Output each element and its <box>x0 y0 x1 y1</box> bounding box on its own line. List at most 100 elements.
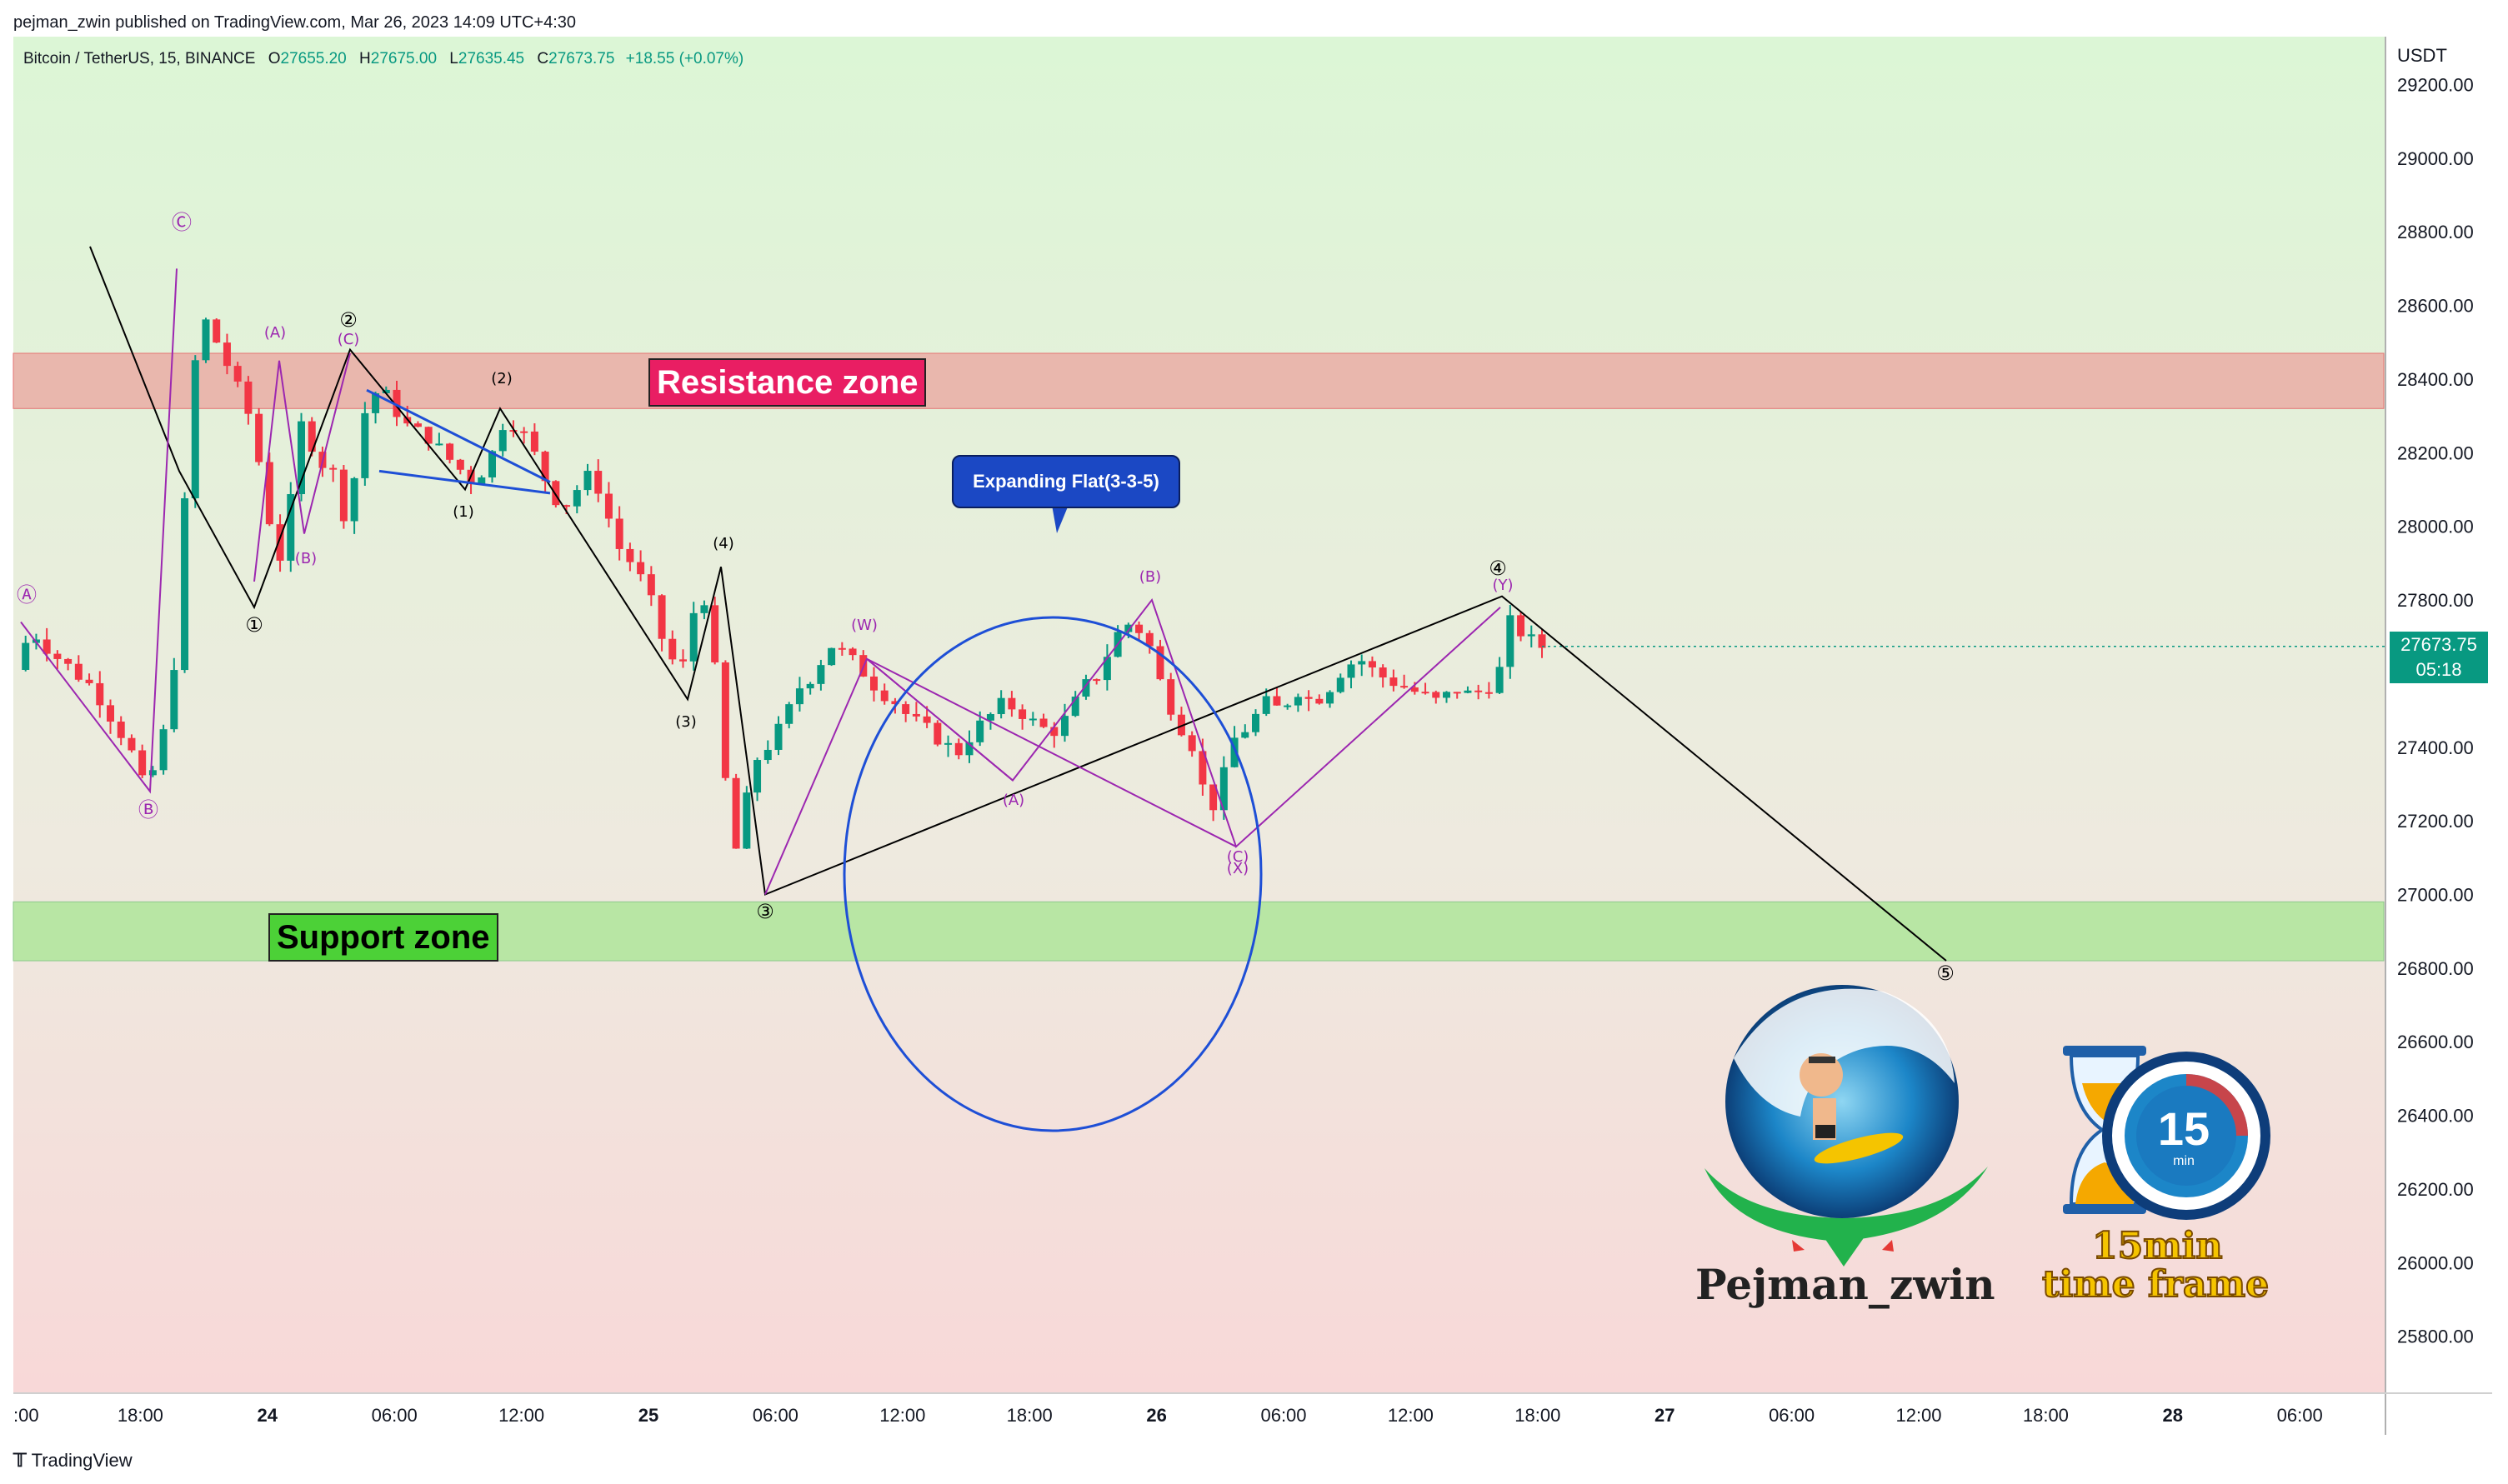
x-tick-label: 06:00 <box>2277 1405 2323 1426</box>
wave-label: (A) <box>264 324 286 342</box>
wave-label: (4) <box>713 535 734 552</box>
hourglass-clock-icon <box>2063 1046 2270 1220</box>
candle-body <box>339 469 348 522</box>
resistance-zone-label: Resistance zone <box>648 358 927 407</box>
y-tick-label: 28000.00 <box>2397 517 2474 537</box>
tradingview-logo-icon: 𝕋 <box>13 1450 27 1471</box>
candle-body <box>202 319 210 361</box>
candle-body <box>552 481 560 506</box>
symbol-name[interactable]: Bitcoin / TetherUS, 15, BINANCE <box>23 50 256 67</box>
y-tick-label: 27800.00 <box>2397 590 2474 611</box>
candle-body <box>276 524 284 561</box>
support-zone-label: Support zone <box>268 913 498 962</box>
wave-label: (C) <box>338 331 360 348</box>
candle-body <box>1262 696 1270 714</box>
candle-body <box>1029 718 1037 721</box>
low-label: L <box>449 50 458 67</box>
wave-label: ② <box>339 308 358 332</box>
candle-body <box>1167 679 1175 715</box>
price-axis-currency[interactable]: USDT <box>2397 45 2447 66</box>
y-tick-label: 25800.00 <box>2397 1327 2474 1347</box>
wave-label: (1) <box>453 503 474 521</box>
wave-label: (A) <box>1003 792 1024 809</box>
publisher-header: pejman_zwin published on TradingView.com… <box>13 13 577 32</box>
y-tick-label: 28600.00 <box>2397 296 2474 317</box>
candle-body <box>923 716 931 723</box>
expanding-flat-circle <box>843 616 1263 1132</box>
candle-body <box>1252 713 1259 732</box>
candle-body <box>22 642 30 670</box>
candle-body <box>1336 677 1344 692</box>
callout-pointer <box>1052 505 1069 533</box>
candle-body <box>1177 714 1185 736</box>
candle-body <box>530 431 538 452</box>
wave-lines-layer <box>20 246 1947 1132</box>
wave-labels-layer: ⒸⒶⒷ(A)(B)(C)②①(1)(2)(3)(4)③④⑤(W)(A)(B)(C… <box>17 211 1955 985</box>
candle-body <box>986 714 994 721</box>
candle-body <box>880 690 889 702</box>
candle-body <box>774 723 783 750</box>
wave-label: (W) <box>851 617 878 634</box>
x-tick-label: 18:00 <box>1007 1405 1053 1426</box>
candle-body <box>647 574 655 596</box>
candle-body <box>563 505 571 507</box>
tradingview-footer[interactable]: 𝕋 TradingView <box>13 1447 133 1475</box>
candle-body <box>1230 737 1239 767</box>
candle-body <box>743 792 751 849</box>
x-tick-label: 18:00 <box>1514 1405 1560 1426</box>
candle-body <box>329 467 338 470</box>
candle-body <box>498 430 507 452</box>
wave-label: (B) <box>295 550 317 567</box>
candle-body <box>997 697 1005 715</box>
x-tick-label: :00 <box>13 1405 39 1426</box>
wave-label: Ⓑ <box>138 798 158 822</box>
candle-body <box>573 490 581 507</box>
candle-body <box>1453 692 1461 694</box>
candle-body <box>372 392 380 413</box>
candle-body <box>1304 697 1313 699</box>
candle-body <box>265 462 273 525</box>
candle-body <box>976 720 984 742</box>
candle-body <box>637 562 645 575</box>
high-value: 27675.00 <box>370 50 438 67</box>
x-tick-label: 12:00 <box>879 1405 925 1426</box>
candle-body <box>679 659 687 662</box>
candle-body <box>1284 705 1292 707</box>
resistance-zone <box>13 352 2385 409</box>
change-value: +18.55 (+0.07%) <box>625 50 744 67</box>
candle-body <box>1432 692 1440 698</box>
candle-body <box>668 638 677 660</box>
candle-body <box>1050 727 1059 737</box>
candle-body <box>1156 646 1164 680</box>
purple-abc-line <box>20 268 178 794</box>
close-value: 27673.75 <box>548 50 615 67</box>
timeframe-number: 15 <box>2157 1102 2210 1155</box>
candle-body <box>1061 716 1069 737</box>
timeframe-title: 15min <box>2091 1224 2223 1268</box>
candle-body <box>1273 696 1281 706</box>
candle-body <box>1410 687 1419 692</box>
candle-body <box>594 471 603 494</box>
x-tick-label: 18:00 <box>2023 1405 2069 1426</box>
candle-body <box>446 443 454 460</box>
candle-body <box>1219 767 1228 811</box>
last-price-tag: 27673.75 05:18 <box>2390 632 2488 683</box>
candle-body <box>181 498 189 671</box>
candles-layer <box>22 317 2385 850</box>
wave-label: Ⓐ <box>17 583 37 607</box>
candle-body <box>1082 679 1090 697</box>
candle-body <box>85 679 93 683</box>
candle-body <box>1188 735 1196 752</box>
candle-body <box>1421 692 1429 694</box>
ohlc-legend: Bitcoin / TetherUS, 15, BINANCE O27655.2… <box>23 47 743 72</box>
x-tick-label: 06:00 <box>1260 1405 1306 1426</box>
timeframe-unit: min <box>2173 1154 2195 1168</box>
candle-body <box>965 742 974 756</box>
wave-label: (2) <box>491 370 513 387</box>
candle-body <box>298 421 305 495</box>
y-tick-label: 29200.00 <box>2397 74 2474 95</box>
candle-body <box>1103 657 1111 681</box>
candle-body <box>350 477 358 522</box>
candle-body <box>1039 718 1048 727</box>
